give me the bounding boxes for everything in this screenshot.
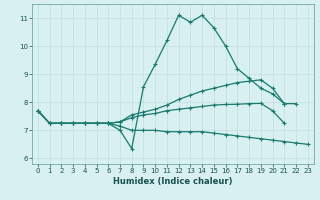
X-axis label: Humidex (Indice chaleur): Humidex (Indice chaleur) xyxy=(113,177,233,186)
